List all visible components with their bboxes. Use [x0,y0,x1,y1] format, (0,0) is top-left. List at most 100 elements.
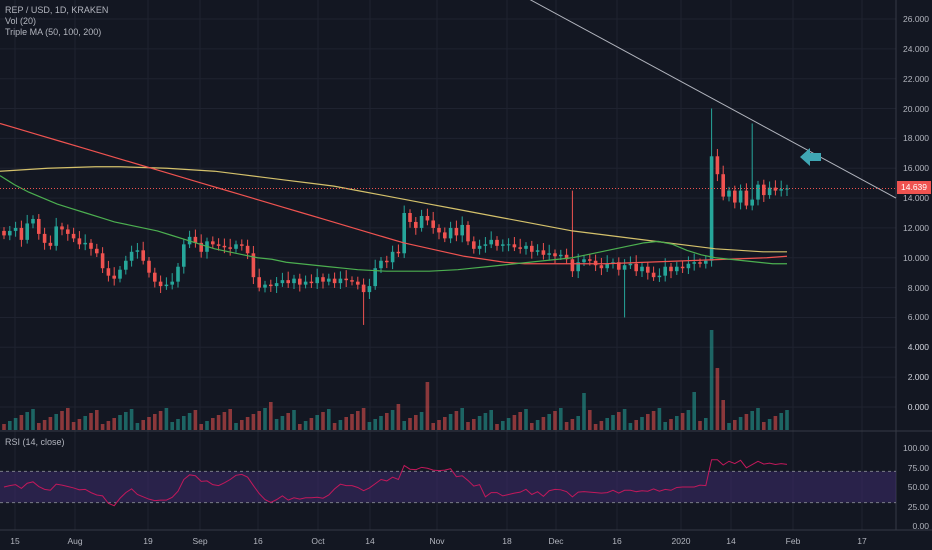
candle [727,190,731,197]
legend-volume[interactable]: Vol (20) [5,16,37,26]
price-axis[interactable]: 26.000 24.000 22.000 20.000 18.000 16.000 14.0… [896,0,932,531]
volume-bar [37,423,41,430]
volume-bar [199,424,203,430]
time-tick: 16 [612,536,622,546]
volume-bar [657,408,662,430]
candle [501,244,505,246]
candle [686,263,691,269]
candle [245,245,250,254]
volume-bar [634,420,638,430]
time-tick: 16 [253,536,263,546]
volume-bar [425,382,430,430]
candle [356,281,360,285]
volume-bar [77,419,82,430]
volume-bar [95,410,99,430]
candle [379,260,383,269]
volume-bar [211,418,215,430]
volume-tick: 2.000 [907,372,929,382]
candle [309,281,314,284]
volume-bar [651,411,656,430]
volume-bar [640,417,644,430]
legend-rsi[interactable]: RSI (14, close) [5,437,65,447]
candle [147,260,151,273]
candle [100,253,105,269]
candle [2,230,6,236]
candle [582,259,586,263]
rsi-line [3,459,788,507]
volume-bar [530,423,534,430]
candle [124,260,128,270]
volume-bar [547,414,551,430]
rsi-tick: 0.00 [912,521,929,531]
ma200-line [0,166,787,253]
volume-bar [315,415,319,430]
volume-bar [153,414,157,430]
price-tick: 18.000 [903,133,929,144]
candle [280,280,285,284]
candle [158,281,163,287]
volume-bar [373,419,377,430]
price-tick: 8.000 [907,282,929,293]
price-tick: 20.000 [903,103,929,114]
volume-bar [71,422,76,430]
candle [112,275,116,279]
candle [170,281,174,285]
volume-bar [512,415,517,430]
volume-bar [669,419,673,430]
rsi-tick: 75.00 [907,462,929,473]
candle [477,245,482,249]
volume-bar [593,424,598,430]
volume-bar [292,410,296,430]
candle [54,226,58,246]
volume-bar [506,418,511,430]
candle [663,266,667,276]
price-tick: 2.000 [907,372,929,383]
candle [680,266,685,269]
volume-bar [518,412,522,430]
volume-bar [367,422,372,430]
volume-bar [269,402,273,430]
candle [773,187,778,191]
volume-bar [437,420,441,430]
ma50-line [0,175,787,272]
volume-bar [709,330,714,430]
volume-bar [356,411,360,430]
candle [460,224,464,236]
volume-bar [721,400,725,430]
candle [338,278,343,284]
trendline [529,0,897,199]
candle [257,277,261,288]
volume-bar [112,418,116,430]
volume-bar [582,393,586,430]
volume-bar [106,421,111,430]
candle [414,221,418,228]
candle [762,184,766,196]
candle [448,227,453,239]
volume-bar [187,413,192,430]
volume-bar [257,411,261,430]
price-tick: 12.000 [903,222,929,233]
legend-ma[interactable]: Triple MA (50, 100, 200) [5,27,102,37]
candle [721,174,725,197]
candle [164,284,169,287]
volume-bar [686,410,691,430]
candle [95,248,99,254]
rsi-tick: 25.00 [907,501,929,512]
volume-bar [773,416,778,430]
volume-bar [390,410,395,430]
candle [234,244,238,249]
candle [547,253,551,255]
candle [332,278,337,284]
volume-bar [124,412,128,430]
volume-bar [692,392,696,430]
volume-bars [2,330,789,430]
volume-bar [617,412,621,430]
volume-bar [431,423,435,430]
legend-symbol[interactable]: REP / USD, 1D, KRAKEN [5,5,109,15]
candle [199,242,203,252]
candle [779,189,783,191]
candle [321,277,325,282]
candle [715,156,720,175]
volume-bar [472,419,476,430]
